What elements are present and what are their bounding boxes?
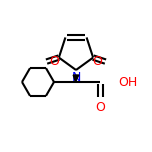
Text: O: O bbox=[50, 55, 59, 68]
Text: N: N bbox=[71, 71, 81, 84]
Text: O: O bbox=[93, 55, 102, 68]
Text: OH: OH bbox=[118, 76, 137, 88]
Polygon shape bbox=[73, 75, 79, 82]
Text: O: O bbox=[95, 101, 105, 114]
